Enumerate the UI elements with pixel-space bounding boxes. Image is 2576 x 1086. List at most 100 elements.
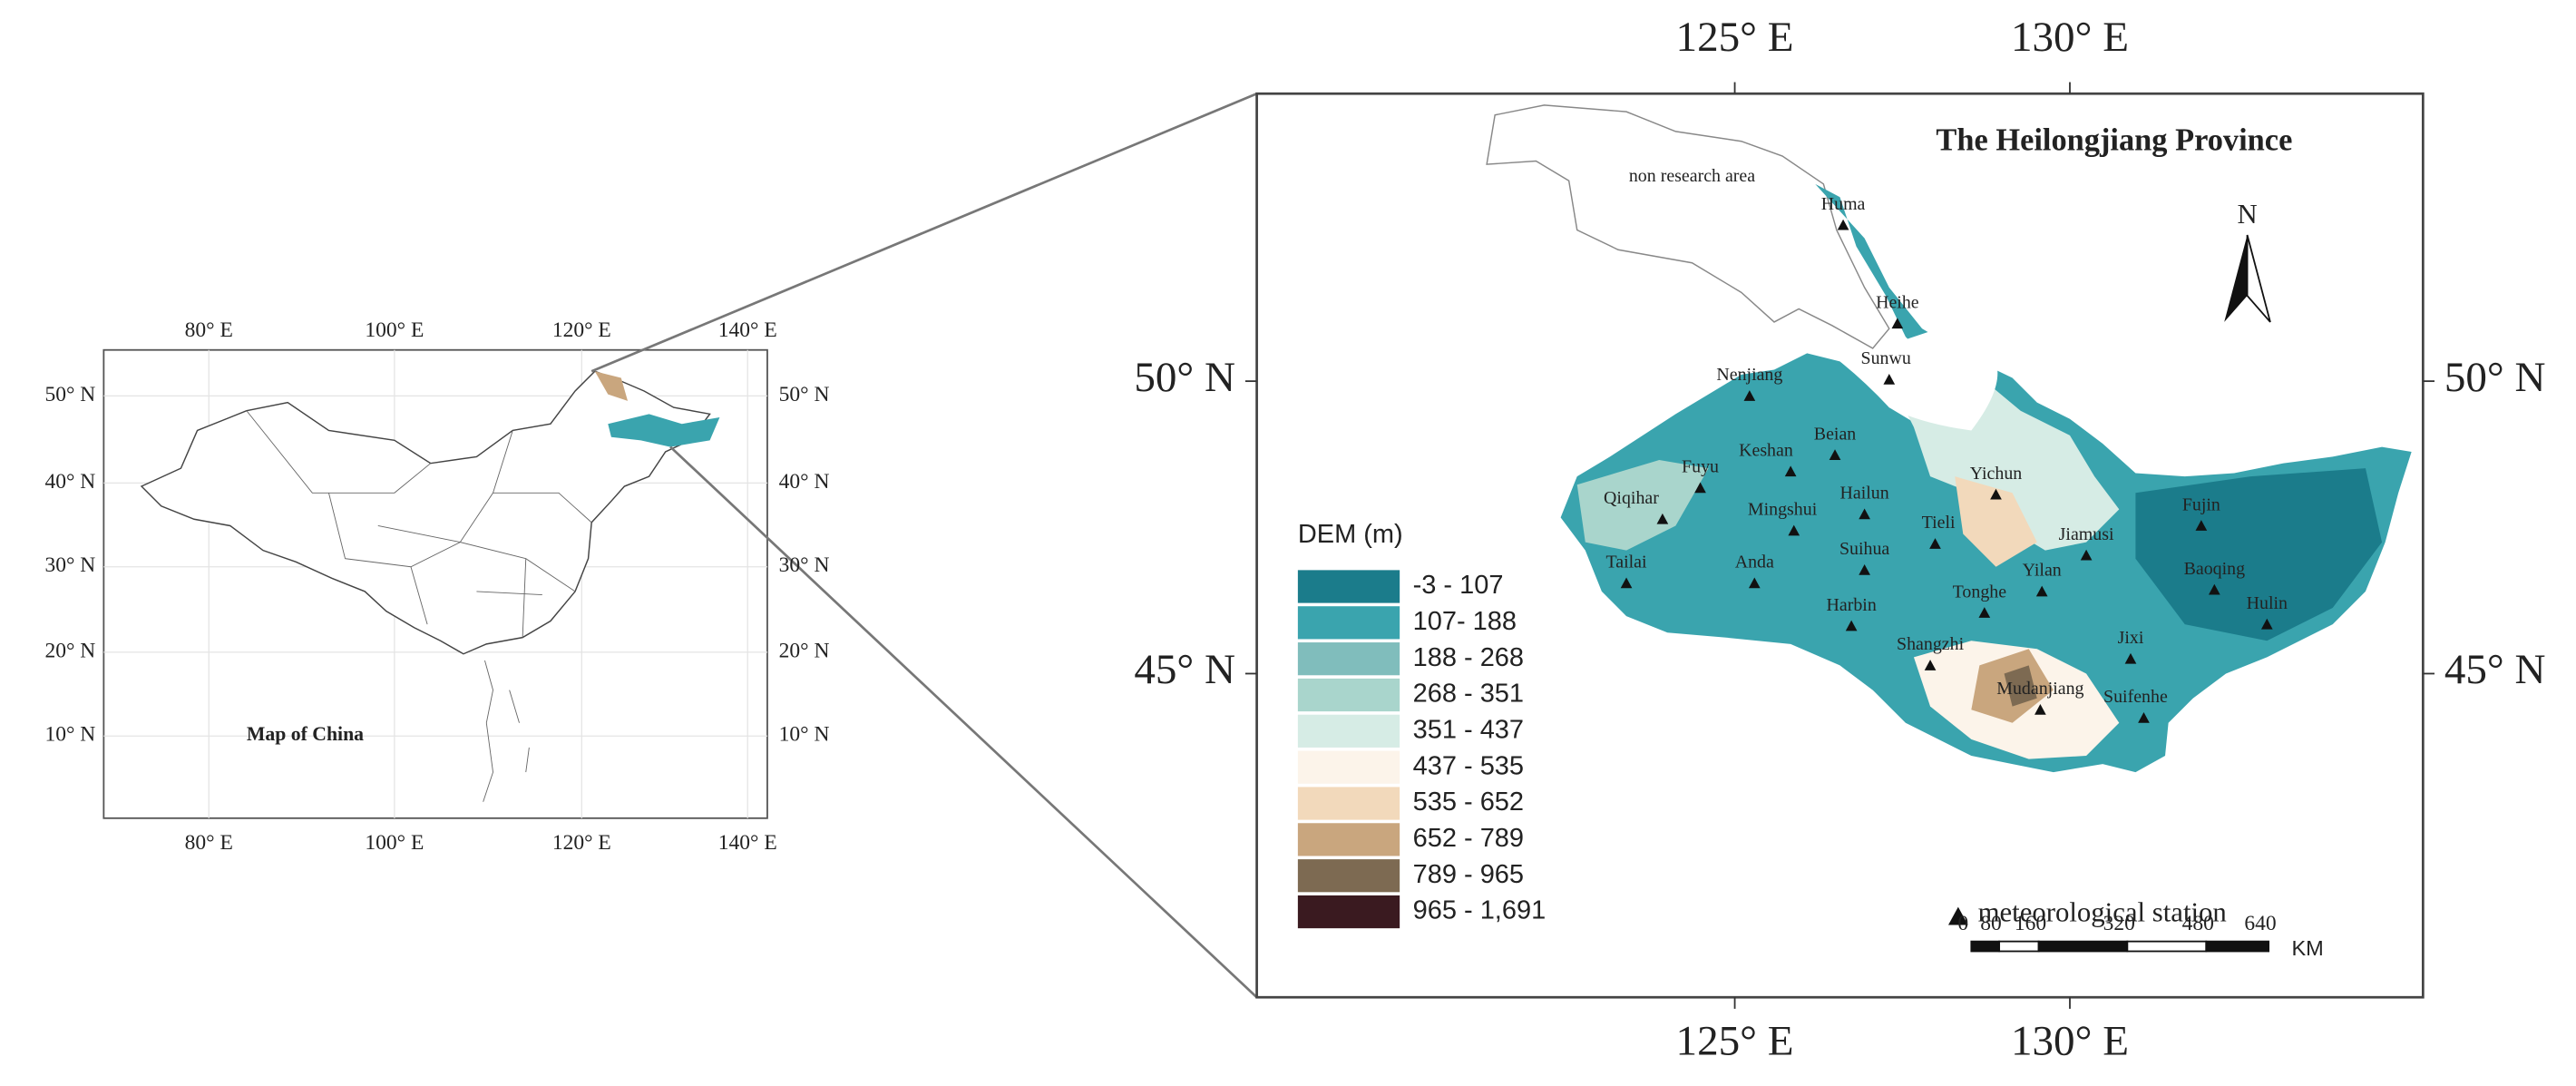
legend-swatch xyxy=(1297,606,1400,640)
scale-segment xyxy=(1998,940,2040,953)
station-marker xyxy=(1788,524,1800,536)
station-label: Huma xyxy=(1821,194,1866,214)
legend-label: 535 - 652 xyxy=(1413,788,1524,817)
scale-segment xyxy=(2126,940,2208,953)
tick-label: 140° E xyxy=(718,831,777,855)
station-marker xyxy=(2035,585,2048,597)
china-islands xyxy=(483,660,530,802)
station-marker xyxy=(2124,652,2137,664)
tick-label: 10° N xyxy=(779,723,830,747)
station-marker xyxy=(1829,449,1841,461)
tick-label: 100° E xyxy=(365,831,424,855)
legend-swatch xyxy=(1297,895,1400,929)
station-label: Yichun xyxy=(1970,464,2023,484)
station-marker xyxy=(1694,482,1706,494)
tick-label: 45° N xyxy=(2444,646,2546,693)
station-marker xyxy=(1743,390,1756,401)
scale-label: 640 xyxy=(2244,912,2276,935)
station-label: Harbin xyxy=(1826,595,1876,615)
dem-patch xyxy=(1955,476,2037,567)
station-label: Tonghe xyxy=(1953,582,2007,602)
station-label: Keshan xyxy=(1739,441,1793,461)
dem-patch xyxy=(2004,665,2037,707)
china-map-title: Map of China xyxy=(247,723,364,745)
station-marker xyxy=(1990,488,2002,500)
station-label: Suifenhe xyxy=(2103,687,2168,707)
tick-label: 50° N xyxy=(1134,354,1235,401)
heilongjiang-inset xyxy=(608,414,720,447)
tick-label: 40° N xyxy=(44,470,95,494)
station-marker xyxy=(2260,618,2273,630)
china-provinces xyxy=(246,410,592,638)
legend-swatch xyxy=(1297,678,1400,712)
scale-label: 320 xyxy=(2103,912,2135,935)
tick-label: 10° N xyxy=(44,723,95,747)
station-label: Mudanjiang xyxy=(1996,679,2083,699)
station-marker xyxy=(1859,508,1870,520)
station-label: Jiamusi xyxy=(2059,524,2114,544)
station-marker xyxy=(1784,465,1797,477)
station-marker xyxy=(1845,620,1858,631)
legend-label: 107- 188 xyxy=(1413,607,1517,636)
tick-label: 130° E xyxy=(2011,1018,2129,1065)
station-marker xyxy=(1837,219,1849,230)
station-key: meteorological station xyxy=(1978,897,2227,928)
station-label: Mingshui xyxy=(1748,500,1818,520)
station-label: Beian xyxy=(1814,424,1856,444)
scale-label: 80 xyxy=(1980,912,2002,935)
scale-segment xyxy=(2037,940,2129,953)
tick-label: 125° E xyxy=(1676,14,1794,61)
station-marker xyxy=(1620,577,1633,589)
non-research-area xyxy=(1486,104,1890,349)
station-label: Tailai xyxy=(1606,553,1648,572)
scale-label: 480 xyxy=(2182,912,2214,935)
legend-swatch xyxy=(1297,750,1400,784)
non-research-label: non research area xyxy=(1629,166,1755,186)
legend-label: 965 - 1,691 xyxy=(1413,896,1547,925)
scale-segment xyxy=(2205,940,2270,953)
tick-label: 125° E xyxy=(1676,1018,1794,1065)
legend-label: 789 - 965 xyxy=(1413,860,1524,889)
legend-title: DEM (m) xyxy=(1298,520,1403,549)
station-marker xyxy=(1656,513,1669,524)
station-marker xyxy=(1883,373,1896,385)
station-label: Nenjiang xyxy=(1716,365,1782,385)
legend-swatch xyxy=(1297,787,1400,820)
legend-label: 188 - 268 xyxy=(1413,643,1524,672)
station-label: Baoqing xyxy=(2184,559,2246,579)
tick-label: 30° N xyxy=(44,553,95,577)
north-label: N xyxy=(2237,199,2257,230)
tick-label: 45° N xyxy=(1134,646,1235,693)
legend-swatch xyxy=(1297,642,1400,676)
tick-label: 80° E xyxy=(185,318,233,342)
zoom-line xyxy=(669,445,1258,999)
station-marker xyxy=(2195,520,2208,531)
tick-label: 50° N xyxy=(779,383,830,406)
station-marker xyxy=(1859,564,1870,575)
legend-swatch xyxy=(1297,570,1400,603)
tick-label: 130° E xyxy=(2011,14,2129,61)
station-marker xyxy=(2209,583,2220,595)
scale-label: 0 xyxy=(1957,912,1968,935)
station-marker xyxy=(1891,318,1904,329)
legend-label: -3 - 107 xyxy=(1413,571,1504,600)
station-marker xyxy=(1924,660,1937,670)
station-label: Fujin xyxy=(2182,494,2220,514)
zoom-line xyxy=(590,92,1258,373)
tick-label: 100° E xyxy=(365,318,424,342)
tick-label: 120° E xyxy=(552,831,611,855)
station-label: Anda xyxy=(1735,553,1774,572)
legend-swatch xyxy=(1297,823,1400,856)
station-label: Sunwu xyxy=(1861,348,1911,368)
station-marker xyxy=(2080,549,2093,561)
station-marker xyxy=(1929,538,1941,549)
tick-label: 50° N xyxy=(2444,354,2546,401)
province-title: The Heilongjiang Province xyxy=(1936,122,2292,157)
tick-label: 20° N xyxy=(44,639,95,662)
china-outline xyxy=(140,370,711,655)
station-label: Heihe xyxy=(1876,293,1919,313)
station-marker xyxy=(1978,607,1991,618)
north-arrow xyxy=(2224,234,2248,322)
tick-label: 30° N xyxy=(779,553,830,577)
